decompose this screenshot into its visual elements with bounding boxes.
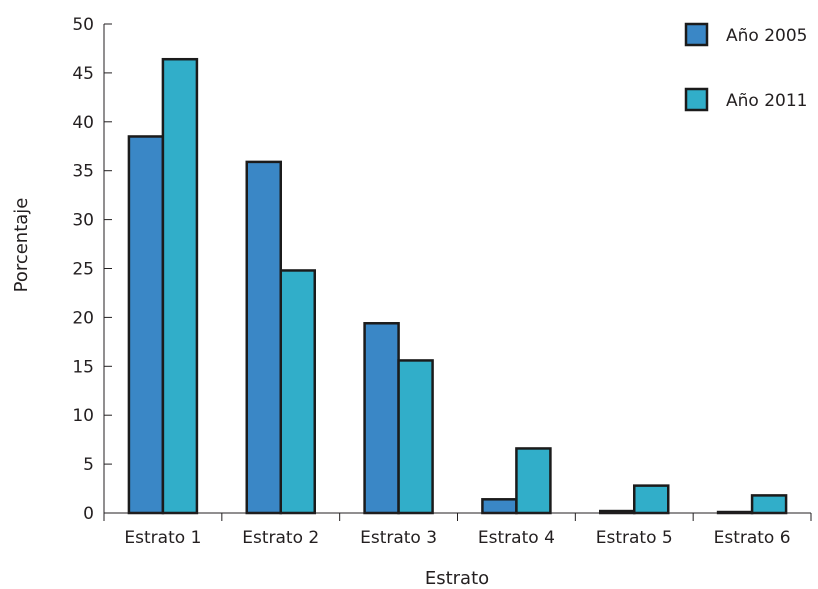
y-tick-label: 10 [72,406,94,426]
legend-label-2: Año 2011 [726,91,807,111]
x-tick-label: Estrato 3 [360,528,437,548]
x-axis-title: Estrato [425,568,489,589]
bar-series-1-1 [127,135,165,515]
y-tick-label: 45 [72,64,94,84]
y-tick-label: 20 [72,308,94,328]
bar-series-2-6 [750,494,788,515]
y-tick-label: 40 [72,113,94,133]
x-tick-label: Estrato 4 [478,528,555,548]
y-tick-label: 35 [72,162,94,182]
legend-swatch-2 [684,87,709,112]
x-tick-label: Estrato 6 [714,528,791,548]
y-tick-label: 25 [72,260,94,280]
bar-series-2-3 [397,359,434,515]
y-tick-label: 50 [72,15,94,35]
x-tick-label: Estrato 5 [596,528,673,548]
y-tick-label: 0 [83,504,94,524]
bar-series-2-5 [633,484,670,515]
axes-group: 0 5 10 15 20 25 30 35 40 45 50 Estrato 1 Estrato 2 Es… [72,15,812,548]
y-tick-label: 15 [72,357,94,377]
y-tick-label: 5 [83,455,94,475]
bar-series-1-2 [245,160,282,515]
y-tick-label: 30 [72,211,94,231]
x-tick-label: Estrato 1 [124,528,201,548]
bars-group [127,57,788,515]
y-axis-title: Porcentaje [11,198,32,293]
legend-label-1: Año 2005 [726,26,807,46]
legend-swatch-1 [684,22,709,47]
x-tick-label: Estrato 2 [242,528,319,548]
bar-series-1-3 [363,322,400,515]
legend: Año 2005 Año 2011 [684,22,807,112]
bar-series-2-1 [161,57,199,515]
bar-series-2-2 [279,269,316,515]
bar-series-2-4 [515,447,552,515]
bar-series-1-4 [481,498,518,515]
